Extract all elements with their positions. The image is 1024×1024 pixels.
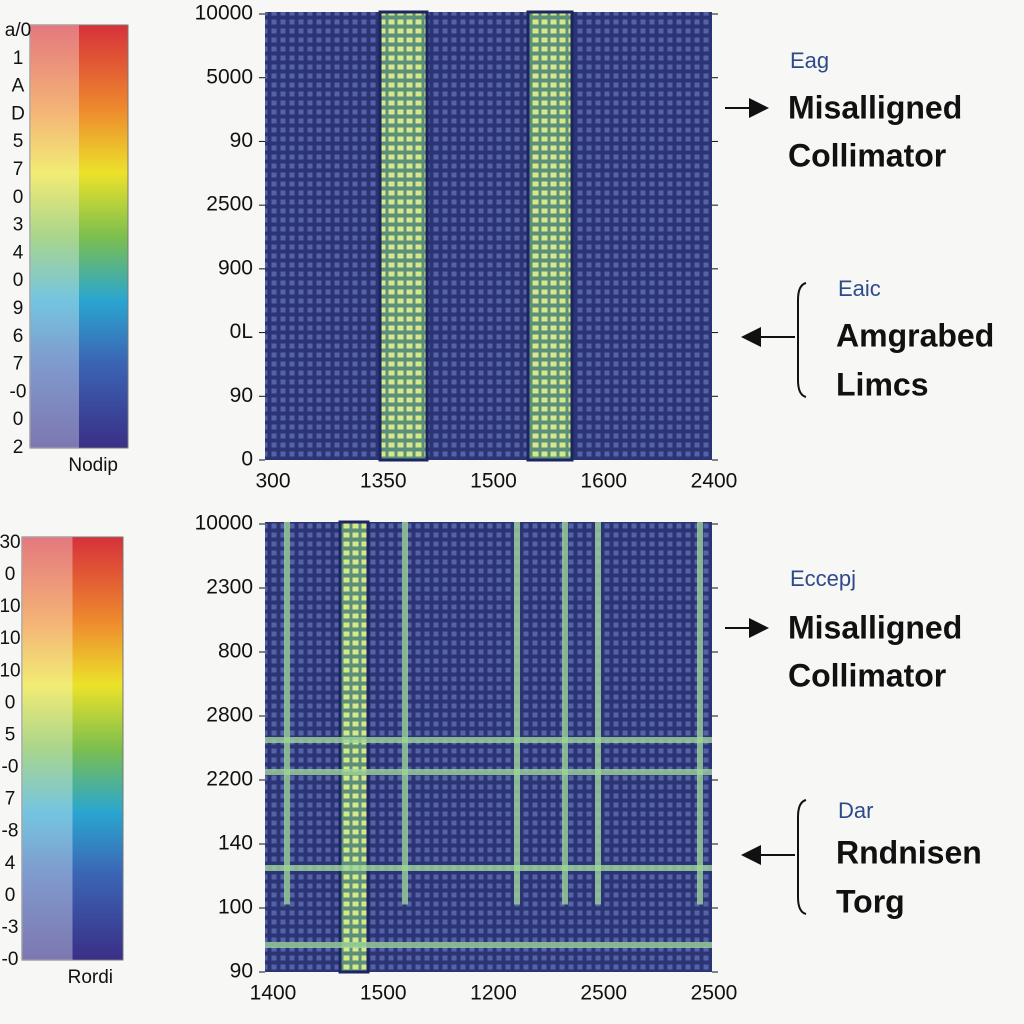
x-tick-label: 2500 xyxy=(691,982,738,1005)
bright-band xyxy=(340,522,368,972)
bright-line xyxy=(402,522,408,905)
bright-line xyxy=(514,522,520,905)
colorbar-label: 10 xyxy=(0,660,21,681)
colorbar-label: 30 xyxy=(0,532,21,553)
colorbar-label: -8 xyxy=(2,821,19,842)
band-edge xyxy=(338,520,370,974)
colorbar-label: 4 xyxy=(13,242,24,263)
colorbar-label: -3 xyxy=(2,917,19,938)
y-tick-label: 5000 xyxy=(206,65,253,88)
colorbar-pale xyxy=(30,25,79,448)
annotation-text: Torg xyxy=(836,883,905,919)
x-tick-label: 300 xyxy=(255,470,290,493)
heatmap xyxy=(265,12,712,460)
colorbar xyxy=(21,536,124,961)
colorbar-label: 2 xyxy=(13,437,24,458)
y-tick-label: 10000 xyxy=(195,512,253,535)
y-tick-label: 100 xyxy=(218,896,253,919)
colorbar xyxy=(29,24,129,449)
colorbar-label: 0 xyxy=(13,409,24,430)
annotation-text: Misalligned xyxy=(788,609,962,645)
y-tick-label: 0 xyxy=(241,448,253,471)
bright-line xyxy=(562,522,568,905)
annotation-text: Misalligned xyxy=(788,89,962,125)
colorbar-label: 7 xyxy=(5,789,16,810)
colorbar-label: -0 xyxy=(2,757,19,778)
band-edge xyxy=(526,10,574,462)
y-tick-label: 2500 xyxy=(206,193,253,216)
heatmap xyxy=(265,522,712,972)
y-tick-label: 2300 xyxy=(206,576,253,599)
y-tick-label: 800 xyxy=(218,640,253,663)
annotation-text: Amgrabed xyxy=(836,317,994,353)
x-tick-label: 1500 xyxy=(470,470,517,493)
x-tick-label: 1350 xyxy=(360,470,407,493)
bright-band xyxy=(380,12,427,460)
colorbar-label: 5 xyxy=(13,131,24,152)
colorbar-label: 5 xyxy=(5,724,16,745)
y-tick-label: 90 xyxy=(230,384,253,407)
y-tick-label: 900 xyxy=(218,256,253,279)
colorbar-label: 0 xyxy=(13,270,24,291)
bright-line xyxy=(265,865,712,871)
bright-line xyxy=(265,737,712,743)
colorbar-label: 7 xyxy=(13,354,24,375)
colorbar-label: D xyxy=(11,103,25,124)
x-tick-label: 1400 xyxy=(250,982,297,1005)
colorbar-pale xyxy=(22,537,73,960)
annotation-tag: Eag xyxy=(790,48,829,73)
bright-line xyxy=(697,522,703,905)
annotation-tag: Eccepj xyxy=(790,566,856,591)
annotation-text: Collimator xyxy=(788,137,946,173)
colorbar-caption: Nodip xyxy=(68,455,118,476)
annotation-text: Limcs xyxy=(836,366,928,402)
colorbar-label: 9 xyxy=(13,298,24,319)
colorbar-label: 0 xyxy=(5,885,16,906)
colorbar-label: -0 xyxy=(10,381,27,402)
colorbar-label: 4 xyxy=(5,853,16,874)
annotation-tag: Dar xyxy=(838,798,873,823)
x-tick-label: 1500 xyxy=(360,982,407,1005)
bracket xyxy=(797,799,807,915)
bright-line xyxy=(265,769,712,775)
colorbar-label: 3 xyxy=(13,215,24,236)
bright-band xyxy=(528,12,572,460)
x-tick-label: 2400 xyxy=(691,470,738,493)
colorbar-label: 7 xyxy=(13,159,24,180)
annotation-text: Collimator xyxy=(788,657,946,693)
y-tick-label: 90 xyxy=(230,129,253,152)
colorbar-label: 10 xyxy=(0,596,21,617)
bright-line xyxy=(265,942,712,948)
y-tick-label: 0L xyxy=(230,320,253,343)
y-tick-label: 90 xyxy=(230,960,253,983)
bright-line xyxy=(595,522,601,905)
y-tick-label: 10000 xyxy=(195,2,253,25)
x-tick-label: 1200 xyxy=(470,982,517,1005)
annotation-tag: Eaic xyxy=(838,276,881,301)
colorbar-caption: Rordi xyxy=(68,967,113,988)
colorbar-label: 10 xyxy=(0,628,21,649)
colorbar-label: 6 xyxy=(13,326,24,347)
y-tick-label: 2800 xyxy=(206,704,253,727)
colorbar-label: 1 xyxy=(13,48,24,69)
y-tick-label: 140 xyxy=(218,832,253,855)
colorbar-label: -0 xyxy=(2,949,19,970)
x-tick-label: 1600 xyxy=(580,470,627,493)
band-edge xyxy=(378,10,429,462)
y-tick-label: 2200 xyxy=(206,768,253,791)
colorbar-label: 0 xyxy=(13,187,24,208)
bracket xyxy=(797,282,807,398)
colorbar-label: 0 xyxy=(5,692,16,713)
colorbar-label: 0 xyxy=(5,564,16,585)
annotation-text: Rndnisen xyxy=(836,834,982,870)
colorbar-label: A xyxy=(12,76,25,97)
colorbar-label: a/0 xyxy=(5,20,31,41)
x-tick-label: 2500 xyxy=(580,982,627,1005)
bright-line xyxy=(284,522,290,905)
